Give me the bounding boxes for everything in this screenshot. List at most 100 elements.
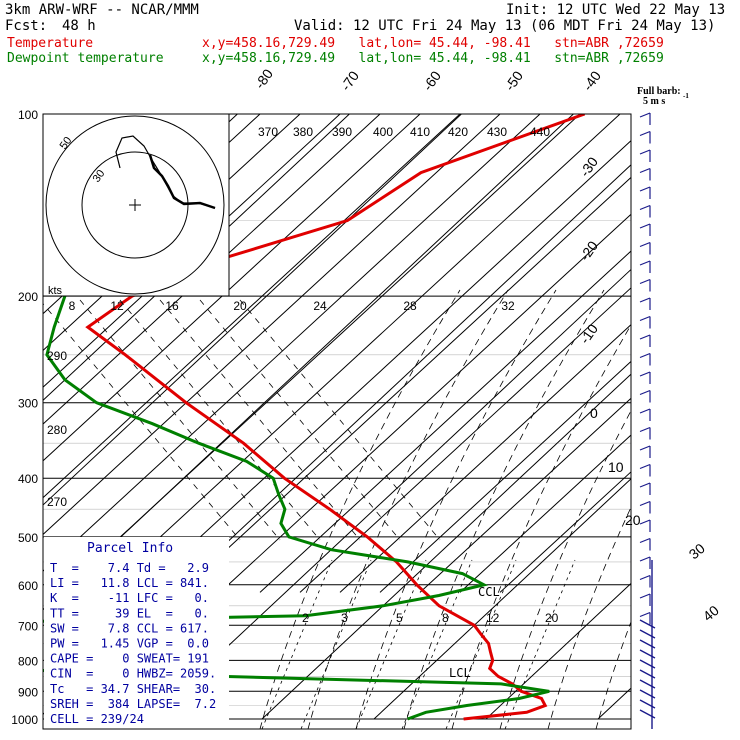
dry-adiabat <box>179 176 631 593</box>
dry-adiabat <box>379 360 631 593</box>
model-title: 3km ARW-WRF -- NCAR/MMM <box>5 2 199 18</box>
dry-adiabat <box>339 324 631 593</box>
hodograph: 50 30 kts <box>42 113 230 297</box>
wind-barb <box>639 389 651 396</box>
isotherm <box>485 582 631 720</box>
mixing-ratio-label: 12 <box>486 611 500 625</box>
wind-barb <box>639 445 651 451</box>
wind-barb <box>639 482 651 488</box>
isotherm <box>0 114 13 719</box>
isotherm <box>373 478 631 720</box>
isotherm-label: -80 <box>251 66 276 92</box>
wind-barb <box>639 463 651 470</box>
wind-barb <box>639 574 651 581</box>
theta-e-line <box>79 299 281 541</box>
wind-barb <box>639 611 651 618</box>
temperature-location: x,y=458.16,729.49 lat,lon= 45.44, -98.41… <box>202 36 664 51</box>
pressure-label-900: 900 <box>18 685 38 699</box>
theta-label: 390 <box>332 125 352 139</box>
wind-barb <box>639 659 656 669</box>
dry-adiabat <box>43 114 421 462</box>
dry-adiabat <box>459 434 631 593</box>
isotherm <box>710 114 740 719</box>
moist-adiabat <box>644 290 740 729</box>
mixing-ratio-line <box>300 559 372 729</box>
wind-barb <box>639 649 656 659</box>
wind-barb <box>639 537 651 544</box>
theta-label: 410 <box>410 125 430 139</box>
moist-adiabat <box>499 410 631 729</box>
wind-barb <box>639 629 656 639</box>
dry-adiabat <box>499 471 631 593</box>
wind-barb <box>639 371 651 377</box>
top-tick-label: 16 <box>165 299 179 313</box>
barb-legend-title: Full barb: <box>637 86 681 97</box>
theta-label: 430 <box>487 125 507 139</box>
parcel-title: Parcel Info <box>87 541 173 556</box>
theta-e-line <box>239 299 441 541</box>
pressure-label-600: 600 <box>18 579 38 593</box>
moist-adiabat <box>307 289 509 729</box>
isotherm <box>597 687 631 720</box>
dry-adiabat <box>99 114 621 593</box>
forecast-label: Fcst: <box>5 18 48 34</box>
valid-time: Valid: 12 UTC Fri 24 May 13 (06 MDT Fri … <box>294 18 716 34</box>
top-tick-label: 28 <box>403 299 417 313</box>
mixing-ratio-label: 8 <box>442 611 449 625</box>
wind-barb <box>639 639 656 649</box>
barb-legend-exponent: -1 <box>683 92 689 100</box>
mixing-ratio-line <box>504 559 576 729</box>
wind-barb <box>639 699 656 709</box>
parcel-row: LI = 11.8 LCL = 841. <box>50 576 209 590</box>
pressure-label-800: 800 <box>18 654 38 668</box>
parcel-background <box>44 537 229 728</box>
isotherm-label: 30 <box>686 540 708 562</box>
wind-barb <box>639 204 651 211</box>
isotherm-label: -60 <box>419 68 444 94</box>
wind-barb <box>639 619 656 629</box>
mixing-ratio-line <box>261 559 333 729</box>
wind-barb <box>639 223 651 229</box>
wind-barb <box>639 426 651 433</box>
wind-barb <box>639 556 651 562</box>
parcel-row: SW = 7.8 CCL = 617. <box>50 621 209 635</box>
ccl-label: CCL <box>478 585 500 599</box>
wind-barb <box>639 689 656 699</box>
isotherm-label: 10 <box>608 459 624 475</box>
theta-label: 420 <box>448 125 468 139</box>
dry-adiabat <box>43 114 541 572</box>
isotherm-label: -20 <box>576 238 601 264</box>
isotherm-label: 20 <box>625 512 641 528</box>
parcel-row: Tc = 34.7 SHEAR= 30. <box>50 682 216 696</box>
theta-label: 380 <box>293 125 313 139</box>
dry-adiabat <box>0 114 20 592</box>
parcel-row: SREH = 384 LAPSE= 7.2 <box>50 697 216 711</box>
barb-legend-speed: 5 m s <box>643 96 665 107</box>
mixing-ratio-line <box>401 559 473 729</box>
mixing-ratio-label: 20 <box>545 611 559 625</box>
mixing-ratio-line <box>355 559 427 729</box>
parcel-info-box: Parcel Info T = 7.4 Td = 2.9LI = 11.8 LC… <box>44 537 229 728</box>
pressure-label-700: 700 <box>18 619 38 633</box>
dry-adiabat <box>43 114 341 388</box>
pressure-label-300: 300 <box>18 397 38 411</box>
parcel-row: PW = 1.45 VGP = 0.0 <box>50 637 209 651</box>
dry-adiabat <box>43 114 461 499</box>
dewpoint-legend: Dewpoint temperature <box>7 51 164 66</box>
parcel-row: CAPE = 0 SWEAT= 191 <box>50 652 209 666</box>
top-tick-label: 12 <box>110 299 124 313</box>
pressure-label-400: 400 <box>18 472 38 486</box>
pressure-label-100: 100 <box>18 108 38 122</box>
wind-barb <box>639 709 656 719</box>
top-tick-label: 24 <box>313 299 327 313</box>
wind-barb <box>639 408 651 414</box>
lcl-label: LCL <box>449 666 471 680</box>
wind-barb <box>639 334 651 340</box>
dry-adiabat <box>419 397 631 593</box>
isotherm <box>43 114 350 402</box>
theta-e-label: 280 <box>47 423 67 437</box>
hodograph-trace <box>148 154 216 210</box>
barb-legend: Full barb: 5 m s -1 <box>637 86 689 107</box>
top-tick-label: 32 <box>501 299 515 313</box>
wind-barb <box>639 679 656 689</box>
